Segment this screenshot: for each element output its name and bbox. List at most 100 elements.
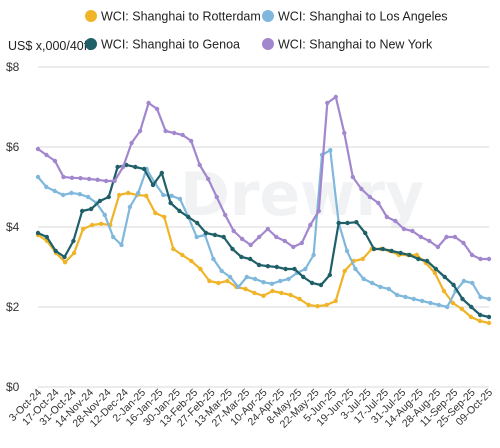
data-point	[345, 220, 350, 226]
data-point	[115, 164, 120, 170]
data-point	[327, 272, 332, 278]
data-point	[71, 250, 77, 256]
data-point	[154, 106, 160, 112]
data-point	[459, 306, 465, 312]
data-point	[207, 278, 212, 284]
data-point	[410, 228, 415, 234]
data-point	[86, 176, 92, 182]
data-point	[44, 184, 49, 190]
data-point	[35, 146, 41, 152]
data-point	[62, 254, 67, 260]
data-point	[206, 176, 211, 182]
y-tick-label: $0	[6, 380, 20, 394]
data-point	[133, 164, 138, 170]
data-point	[137, 128, 143, 134]
data-point	[311, 252, 316, 258]
data-point	[69, 190, 74, 196]
data-point	[450, 300, 456, 306]
data-point	[244, 274, 249, 280]
legend-label: WCI: Shanghai to New York	[278, 38, 433, 52]
data-point	[261, 293, 266, 298]
data-point	[386, 286, 391, 292]
data-point	[169, 193, 174, 198]
x-axis-ticks: 3-Oct-2417-Oct-2431-Oct-2414-Nov-2428-No…	[7, 387, 495, 431]
data-point	[461, 240, 466, 246]
data-point	[270, 288, 275, 294]
data-point	[363, 230, 368, 236]
data-point	[129, 140, 134, 146]
data-point	[203, 230, 209, 236]
data-point	[384, 214, 390, 220]
data-point	[441, 288, 447, 294]
data-point	[325, 100, 330, 106]
legend-swatch	[85, 10, 97, 22]
data-point	[315, 304, 320, 309]
data-point	[62, 260, 68, 265]
data-point	[342, 268, 347, 274]
data-point	[344, 248, 350, 254]
data-point	[225, 278, 230, 284]
data-point	[161, 192, 166, 198]
data-point	[333, 298, 338, 304]
data-point	[60, 192, 66, 198]
data-point	[301, 274, 306, 280]
data-point	[398, 250, 403, 256]
data-point	[283, 266, 288, 272]
data-point	[102, 212, 108, 218]
data-point	[80, 226, 86, 232]
data-point	[180, 252, 185, 258]
data-point	[469, 304, 474, 310]
data-point	[212, 232, 218, 238]
y-axis-ticks: $0 $2 $4 $6 $8	[6, 60, 20, 394]
data-point	[127, 204, 133, 210]
data-point	[221, 234, 226, 240]
watermark-text: Drewry	[180, 160, 424, 230]
data-point	[35, 230, 41, 236]
data-point	[350, 174, 355, 180]
data-point	[53, 248, 58, 254]
legend-item: WCI: Shanghai to Genoa	[85, 38, 240, 52]
data-point	[468, 314, 474, 320]
data-point	[198, 266, 203, 272]
legend-label: WCI: Shanghai to Rotterdam	[101, 10, 261, 24]
data-point	[442, 274, 447, 280]
data-point	[288, 292, 293, 298]
data-point	[291, 244, 296, 250]
data-point	[432, 270, 438, 276]
data-point	[318, 282, 324, 288]
data-point	[77, 192, 83, 197]
data-point	[61, 174, 66, 180]
data-point	[308, 222, 313, 228]
data-point	[119, 242, 124, 248]
data-point	[477, 318, 483, 324]
data-point	[243, 286, 248, 292]
legend-item: WCI: Shanghai to Los Angeles	[262, 10, 448, 24]
legend-swatch	[262, 10, 274, 22]
data-point	[120, 164, 126, 170]
data-point	[333, 94, 338, 100]
legend-label: WCI: Shanghai to Los Angeles	[278, 10, 448, 24]
data-point	[211, 256, 216, 262]
data-point	[186, 214, 191, 220]
data-point	[153, 210, 158, 216]
data-point	[162, 214, 167, 220]
data-point	[359, 186, 364, 192]
data-point	[197, 162, 202, 168]
data-point	[316, 208, 321, 214]
legend-label: WCI: Shanghai to Genoa	[101, 38, 240, 52]
data-point	[460, 296, 465, 302]
legend-swatch	[262, 38, 274, 50]
data-point	[416, 256, 421, 262]
data-point	[136, 190, 141, 196]
data-point	[106, 194, 111, 200]
data-point	[274, 264, 279, 270]
data-point	[216, 280, 221, 286]
data-point	[278, 278, 283, 284]
data-point	[342, 130, 347, 136]
data-point	[309, 280, 315, 286]
data-point	[159, 170, 164, 176]
data-point	[292, 266, 297, 272]
data-point	[286, 276, 291, 282]
legend: WCI: Shanghai to Rotterdam WCI: Shanghai …	[85, 10, 448, 52]
data-point	[265, 264, 271, 269]
